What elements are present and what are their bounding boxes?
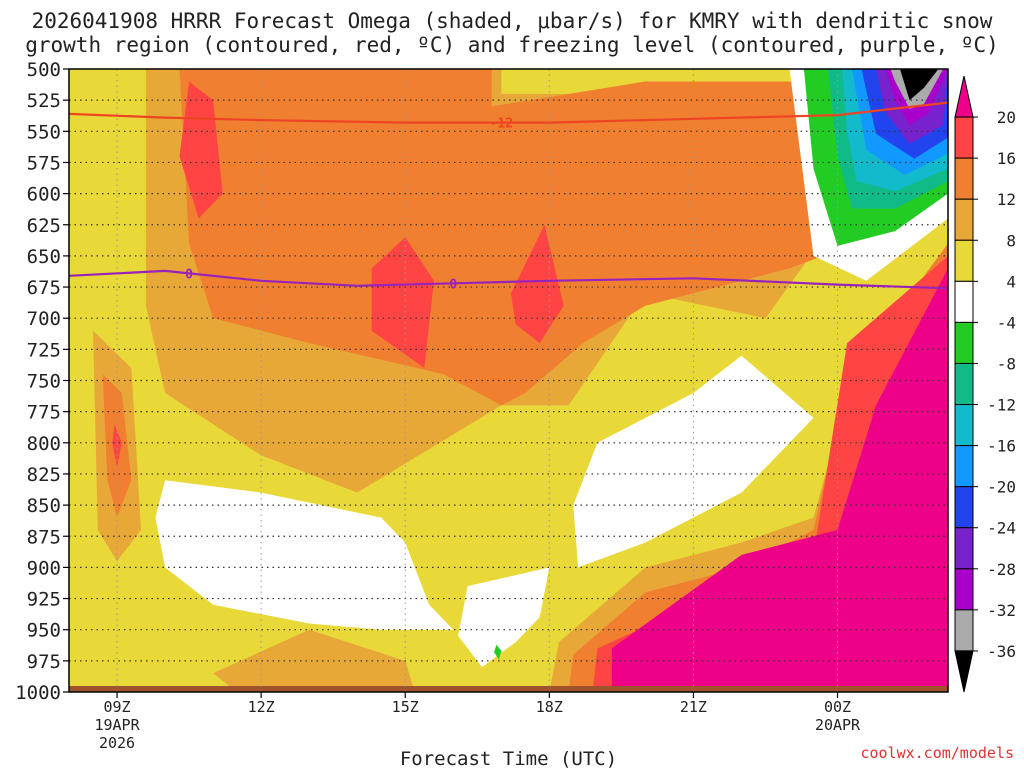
colorbar-swatch-8 xyxy=(954,404,974,447)
y-tick-label-525: 525 xyxy=(27,90,61,112)
colorbar-swatch-6 xyxy=(954,321,974,364)
x-tick-label-18: 18Z xyxy=(536,698,563,716)
omega-region-10 xyxy=(458,567,550,668)
colorbar-label-12: -32 xyxy=(987,601,1016,620)
y-tick-label-875: 875 xyxy=(27,526,61,548)
colorbar-swatch-12 xyxy=(954,568,974,611)
y-tick-label-925: 925 xyxy=(27,589,61,611)
y-tick-label-575: 575 xyxy=(27,152,61,174)
x-axis-title: Forecast Time (UTC) xyxy=(400,748,617,768)
x-tick-label-12: 12Z xyxy=(248,698,275,716)
colorbar-swatch-2 xyxy=(954,157,974,200)
omega-region-11 xyxy=(213,629,415,692)
y-tick-label-850: 850 xyxy=(27,495,61,517)
x-tick-label-21: 21Z xyxy=(680,698,707,716)
temperature-contours: -12 0 0 xyxy=(68,101,949,292)
omega-region-8 xyxy=(155,480,454,630)
colorbar-swatch-14 xyxy=(954,650,974,693)
colorbar-label-8: -16 xyxy=(987,437,1016,456)
ground-strip xyxy=(69,686,948,692)
contour-0 xyxy=(68,101,949,124)
contour-label-1-1: 0 xyxy=(449,277,457,292)
y-tick-label-950: 950 xyxy=(27,620,61,642)
credit-link[interactable]: coolwx.com/models xyxy=(860,744,1014,762)
y-tick-label-650: 650 xyxy=(27,246,61,268)
y-tick-label-600: 600 xyxy=(27,184,61,206)
omega-region-7 xyxy=(112,424,122,468)
y-tick-label-1000: 1000 xyxy=(15,682,61,704)
colorbar-label-13: -36 xyxy=(987,642,1016,661)
colorbar-label-2: 12 xyxy=(997,190,1016,209)
y-tick-label-800: 800 xyxy=(27,433,61,455)
colorbar-swatch-5 xyxy=(954,280,974,323)
colorbar-swatch-4 xyxy=(954,239,974,282)
colorbar-label-0: 20 xyxy=(997,108,1016,127)
colorbar-label-4: 4 xyxy=(1006,272,1016,291)
colorbar-label-9: -20 xyxy=(987,478,1016,497)
colorbar-swatch-7 xyxy=(954,362,974,406)
colorbar-label-3: 8 xyxy=(1006,231,1016,250)
colorbar: 20 16 12 8 4 -4 -8 -12 -16 -20 -24 -28 -32 -36 xyxy=(954,75,1016,693)
colorbar-label-7: -12 xyxy=(987,396,1016,415)
y-tick-label-825: 825 xyxy=(27,464,61,486)
y-tick-label-775: 775 xyxy=(27,402,61,424)
colorbar-label-10: -24 xyxy=(987,519,1016,538)
omega-region-3 xyxy=(371,237,434,368)
x-tick-label-24: 00Z xyxy=(824,698,851,716)
y-tick-label-975: 975 xyxy=(27,651,61,673)
colorbar-swatch-0 xyxy=(954,75,974,118)
x-tick-date-24: 20APR xyxy=(815,716,861,734)
colorbar-swatch-11 xyxy=(954,527,974,570)
colorbar-swatch-3 xyxy=(954,198,974,241)
x-tick-date-9: 19APR xyxy=(94,716,140,734)
omega-region-2 xyxy=(179,81,223,219)
contour-1 xyxy=(68,269,949,290)
y-tick-label-900: 900 xyxy=(27,557,61,579)
omega-region-15 xyxy=(611,268,948,692)
y-tick-label-725: 725 xyxy=(27,339,61,361)
colorbar-label-6: -8 xyxy=(997,354,1016,373)
x-tick-label-15: 15Z xyxy=(392,698,419,716)
omega-region-4 xyxy=(510,224,564,344)
x-tick-year-9: 2026 xyxy=(99,734,135,752)
omega-region-26 xyxy=(494,644,502,660)
y-tick-label-625: 625 xyxy=(27,215,61,237)
colorbar-swatch-13 xyxy=(954,609,974,652)
omega-region-1 xyxy=(179,69,857,406)
grid-lines xyxy=(69,69,948,692)
y-tick-label-550: 550 xyxy=(27,121,61,143)
chart-title-line-2: growth region (contoured, red, ºC) and f… xyxy=(25,33,999,57)
colorbar-label-11: -28 xyxy=(987,560,1016,579)
y-tick-label-750: 750 xyxy=(27,371,61,393)
colorbar-swatch-9 xyxy=(954,445,974,488)
chart-title-line-1: 2026041908 HRRR Forecast Omega (shaded, … xyxy=(31,9,993,33)
colorbar-label-1: 16 xyxy=(997,149,1016,168)
y-tick-label-675: 675 xyxy=(27,277,61,299)
contour-label-1-0: 0 xyxy=(185,267,193,282)
omega-region-25 xyxy=(900,69,939,101)
y-axis: 500 525 550 575 600 625 650 675 700 725 750 775 800 8… xyxy=(15,59,69,704)
x-tick-label-9: 09Z xyxy=(103,698,130,716)
contour-label-0-0: -12 xyxy=(490,117,513,132)
colorbar-swatch-1 xyxy=(954,116,974,159)
y-tick-label-500: 500 xyxy=(27,59,61,81)
y-tick-label-700: 700 xyxy=(27,308,61,330)
colorbar-swatch-10 xyxy=(954,486,974,529)
omega-region-9 xyxy=(573,355,814,568)
colorbar-label-5: -4 xyxy=(997,313,1016,332)
